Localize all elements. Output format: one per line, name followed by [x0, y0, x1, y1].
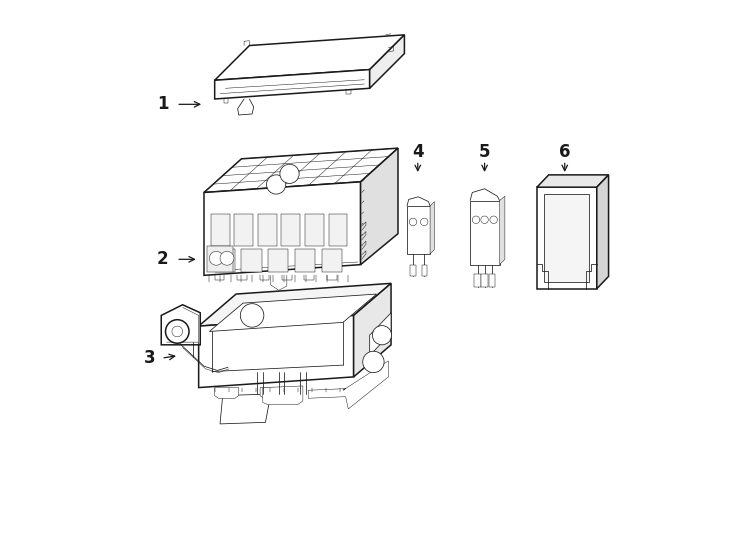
Text: 2: 2 — [157, 251, 169, 268]
Polygon shape — [430, 201, 435, 254]
Polygon shape — [199, 315, 354, 388]
Polygon shape — [489, 274, 495, 287]
Polygon shape — [305, 214, 324, 246]
Polygon shape — [204, 148, 398, 192]
Polygon shape — [199, 284, 391, 326]
Circle shape — [481, 216, 488, 224]
Circle shape — [172, 326, 183, 337]
Polygon shape — [537, 175, 608, 187]
Circle shape — [280, 164, 299, 184]
Circle shape — [490, 216, 498, 224]
Text: 4: 4 — [412, 144, 424, 161]
Polygon shape — [597, 175, 608, 289]
Circle shape — [266, 175, 286, 194]
Circle shape — [363, 351, 384, 373]
Polygon shape — [545, 193, 589, 282]
Polygon shape — [234, 214, 253, 246]
Circle shape — [240, 303, 264, 327]
Polygon shape — [241, 249, 262, 272]
Polygon shape — [214, 388, 239, 399]
Text: 5: 5 — [479, 144, 490, 161]
Polygon shape — [410, 265, 416, 276]
Circle shape — [220, 251, 234, 265]
Text: 3: 3 — [144, 349, 156, 367]
Polygon shape — [263, 386, 303, 404]
Polygon shape — [537, 187, 597, 289]
Polygon shape — [220, 394, 271, 424]
Polygon shape — [161, 305, 200, 345]
Polygon shape — [321, 249, 342, 272]
Circle shape — [165, 320, 189, 343]
Polygon shape — [474, 274, 481, 287]
Polygon shape — [258, 214, 277, 246]
Text: 1: 1 — [157, 96, 169, 113]
Polygon shape — [214, 249, 235, 272]
Polygon shape — [360, 148, 398, 265]
Polygon shape — [260, 388, 284, 399]
Polygon shape — [407, 206, 430, 254]
Polygon shape — [308, 361, 388, 409]
Polygon shape — [421, 265, 427, 276]
Polygon shape — [370, 313, 391, 355]
Circle shape — [472, 216, 480, 224]
Polygon shape — [268, 249, 288, 272]
Circle shape — [209, 251, 223, 265]
Polygon shape — [370, 35, 404, 88]
Polygon shape — [207, 246, 233, 272]
Polygon shape — [211, 214, 230, 246]
Polygon shape — [281, 214, 300, 246]
Polygon shape — [482, 274, 488, 287]
Polygon shape — [295, 249, 315, 272]
Polygon shape — [209, 294, 377, 332]
Polygon shape — [354, 284, 391, 377]
Text: 6: 6 — [559, 144, 570, 161]
Polygon shape — [204, 182, 360, 275]
Polygon shape — [329, 214, 347, 246]
Circle shape — [410, 218, 417, 226]
Polygon shape — [214, 70, 370, 99]
Circle shape — [421, 218, 428, 226]
Polygon shape — [214, 35, 404, 80]
Polygon shape — [470, 200, 500, 265]
Circle shape — [372, 326, 391, 345]
Polygon shape — [500, 196, 505, 265]
